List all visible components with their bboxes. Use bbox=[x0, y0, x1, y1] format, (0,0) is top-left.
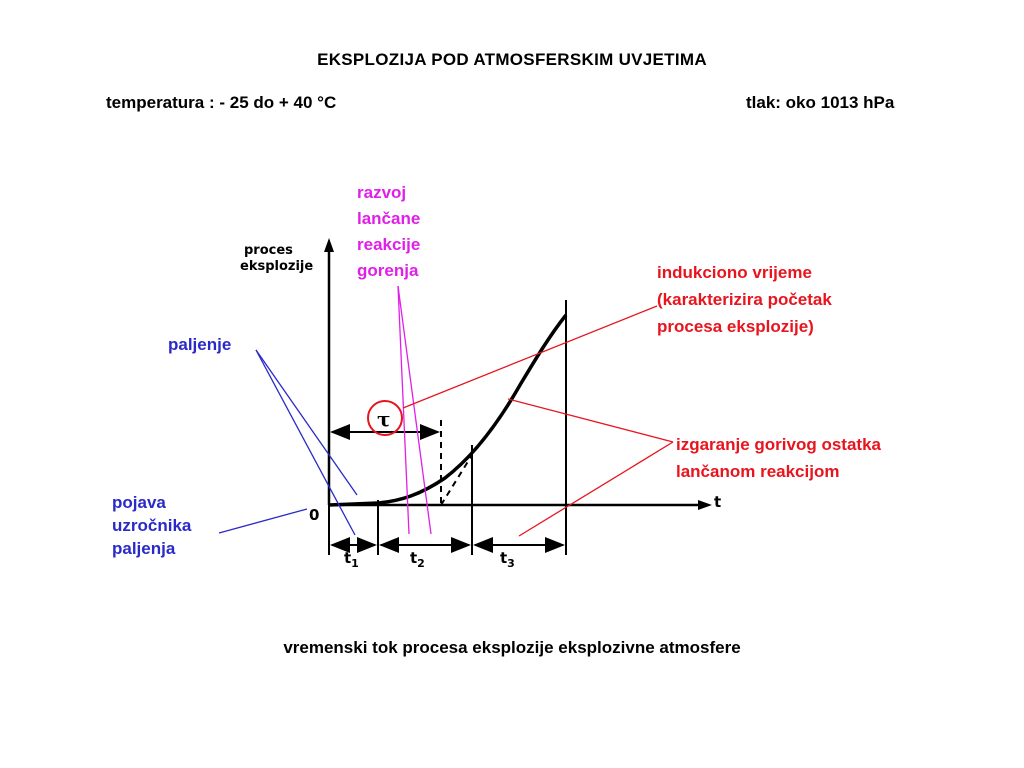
t1-label: t1 bbox=[344, 549, 359, 570]
t2-label: t2 bbox=[410, 549, 425, 570]
y-axis-arrow bbox=[324, 238, 334, 252]
t3-label: t3 bbox=[500, 549, 515, 570]
indukcija-line-1: indukciono vrijeme bbox=[657, 263, 812, 282]
pojava-line-3: paljenja bbox=[112, 539, 176, 558]
tau-highlight-circle bbox=[367, 400, 403, 436]
y-axis-label: proces bbox=[244, 243, 293, 258]
paljenje-pointer-1 bbox=[255, 349, 358, 496]
paljenje-pointer-2 bbox=[255, 349, 356, 536]
izgaranje-line-1: izgaranje gorivog ostatka bbox=[676, 435, 881, 454]
tau-label: τ bbox=[377, 407, 390, 431]
temperature-range: temperatura : - 25 do + 40 °C bbox=[106, 93, 337, 112]
razvoj-line-3: reakcije bbox=[357, 235, 421, 254]
izgaranje-pointer-2 bbox=[518, 441, 674, 537]
izgaranje-pointer-1 bbox=[507, 398, 674, 443]
y-axis-label-line2: eksplozije bbox=[240, 259, 313, 274]
y-axis-label-line1: proces bbox=[244, 243, 293, 258]
explosion-curve bbox=[328, 313, 568, 507]
razvoj-pointer-1 bbox=[397, 285, 432, 535]
pojava-line-1: pojava bbox=[112, 493, 166, 512]
origin-label: 0 bbox=[309, 506, 319, 524]
pojava-line-2: uzročnika bbox=[112, 516, 192, 535]
indukcija-line-2: (karakterizira početak bbox=[657, 290, 832, 309]
paljenje-annotation: paljenje bbox=[168, 335, 232, 354]
pojava-pointer bbox=[218, 508, 308, 534]
x-axis-label: t bbox=[714, 493, 721, 511]
razvoj-annotation: razvoj lančane reakcije gorenja bbox=[357, 180, 420, 284]
razvoj-pointer-2 bbox=[397, 285, 410, 535]
pojava-annotation: pojava uzročnika paljenja bbox=[112, 491, 191, 560]
indukcija-pointer bbox=[402, 305, 658, 409]
diagram-caption: vremenski tok procesa eksplozije eksploz… bbox=[283, 638, 741, 657]
tangent-dashed-line bbox=[440, 454, 473, 506]
pressure-value: tlak: oko 1013 hPa bbox=[746, 93, 895, 112]
x-axis-arrow bbox=[698, 500, 712, 510]
razvoj-line-4: gorenja bbox=[357, 261, 419, 280]
izgaranje-line-2: lančanom reakcijom bbox=[676, 462, 840, 481]
y-axis-label-2: eksplozije bbox=[240, 259, 313, 274]
razvoj-line-2: lančane bbox=[357, 209, 421, 228]
izgaranje-annotation: izgaranje gorivog ostatka lančanom reakc… bbox=[676, 431, 881, 485]
indukcija-line-3: procesa eksplozije) bbox=[657, 317, 814, 336]
indukcija-annotation: indukciono vrijeme (karakterizira početa… bbox=[657, 259, 832, 340]
razvoj-line-1: razvoj bbox=[357, 183, 407, 202]
page-title: EKSPLOZIJA POD ATMOSFERSKIM UVJETIMA bbox=[317, 50, 707, 69]
